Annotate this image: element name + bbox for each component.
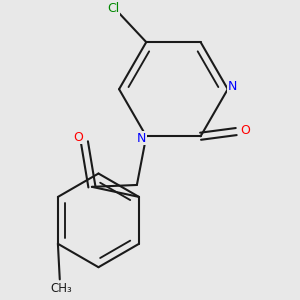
Text: O: O (73, 131, 83, 144)
Text: N: N (137, 132, 146, 145)
Text: CH₃: CH₃ (51, 282, 73, 295)
Text: N: N (228, 80, 237, 93)
Text: O: O (241, 124, 250, 137)
Text: Cl: Cl (107, 2, 120, 15)
